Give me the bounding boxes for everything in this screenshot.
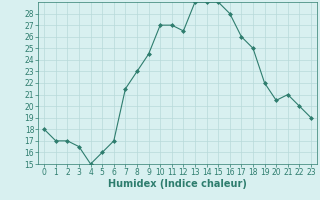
X-axis label: Humidex (Indice chaleur): Humidex (Indice chaleur) bbox=[108, 179, 247, 189]
